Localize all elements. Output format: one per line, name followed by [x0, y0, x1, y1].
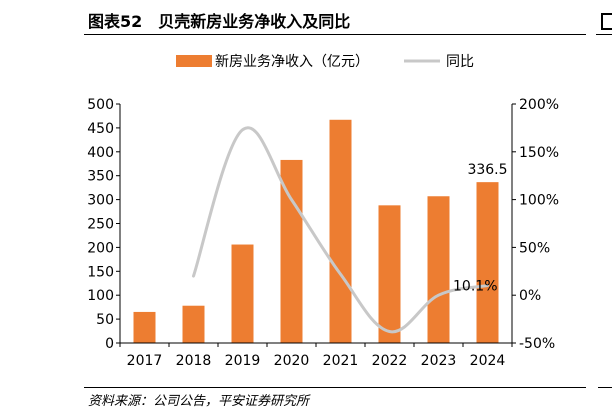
legend-swatch-bar [176, 55, 212, 67]
legend-label-bar: 新房业务净收入（亿元） [215, 54, 369, 70]
y-right-tick-label: 150% [519, 145, 559, 161]
data-label-bar-2024: 336.5 [467, 162, 507, 178]
data-labels: 336.5 10.1% [453, 162, 508, 294]
data-label-yoy-2024: 10.1% [453, 279, 497, 295]
y-left-tick-label: 0 [105, 336, 114, 352]
y-right-tick-label: 100% [519, 193, 559, 209]
yoy-point-2021 [340, 273, 341, 275]
y-left-tick-label: 150 [87, 264, 114, 280]
y-right-tick-label: 50% [519, 240, 550, 256]
adjacent-figure-fragment [600, 10, 612, 34]
yoy-point-2020 [291, 199, 292, 201]
x-tick-label: 2023 [421, 353, 457, 369]
y-right-tick-label: -50% [519, 336, 555, 352]
y-left-tick-label: 250 [87, 217, 114, 233]
yoy-point-2018 [193, 275, 194, 277]
y-left-tick-label: 300 [87, 193, 114, 209]
y-left-tick-label: 350 [87, 169, 114, 185]
bar-2018 [182, 305, 205, 343]
y-left-tick-label: 200 [87, 240, 114, 256]
yoy-point-2024 [487, 285, 488, 287]
adjacent-source-rule [598, 387, 612, 388]
x-tick-label: 2024 [470, 353, 506, 369]
adjacent-figure-rule [596, 34, 612, 35]
x-tick-label: 2021 [323, 353, 359, 369]
title-rule [84, 34, 586, 35]
y-left-tick-label: 500 [87, 97, 114, 113]
yoy-point-2019 [242, 129, 243, 131]
x-tick-label: 2020 [274, 353, 310, 369]
adjacent-figure-glyph-fragment [601, 13, 612, 30]
bar-2023 [427, 196, 450, 343]
bar-2024 [476, 182, 499, 343]
legend: 新房业务净收入（亿元） 同比 [176, 54, 474, 70]
y-left-tick-label: 450 [87, 121, 114, 137]
yoy-line [192, 126, 489, 334]
y-left-tick-label: 50 [96, 312, 114, 328]
chart: 新房业务净收入（亿元） 同比 0 50 100 150 200 250 300 350 400 45… [87, 54, 559, 369]
bar-2022 [378, 205, 401, 343]
y-left-tick-label: 400 [87, 145, 114, 161]
x-tick-label: 2018 [176, 353, 212, 369]
source-rule [84, 387, 586, 388]
axes: 0 50 100 150 200 250 300 350 400 450 500 -50% 0% 50% 1… [87, 97, 559, 369]
y-left-tick-label: 100 [87, 288, 114, 304]
bar-series [133, 119, 499, 343]
line-series [192, 126, 489, 334]
yoy-point-2022 [389, 331, 390, 333]
y-right-tick-label: 0% [519, 288, 541, 304]
legend-label-line: 同比 [446, 54, 474, 70]
bar-2017 [133, 311, 156, 343]
x-tick-label: 2017 [127, 353, 163, 369]
bar-2021 [329, 119, 352, 343]
x-tick-label: 2019 [225, 353, 261, 369]
bar-2019 [231, 244, 254, 343]
x-tick-label: 2022 [372, 353, 408, 369]
figure-title: 图表52 贝壳新房业务净收入及同比 [88, 12, 351, 31]
source-note: 资料来源：公司公告，平安证券研究所 [88, 394, 310, 409]
y-right-tick-label: 200% [519, 97, 559, 113]
yoy-point-2023 [438, 294, 439, 296]
